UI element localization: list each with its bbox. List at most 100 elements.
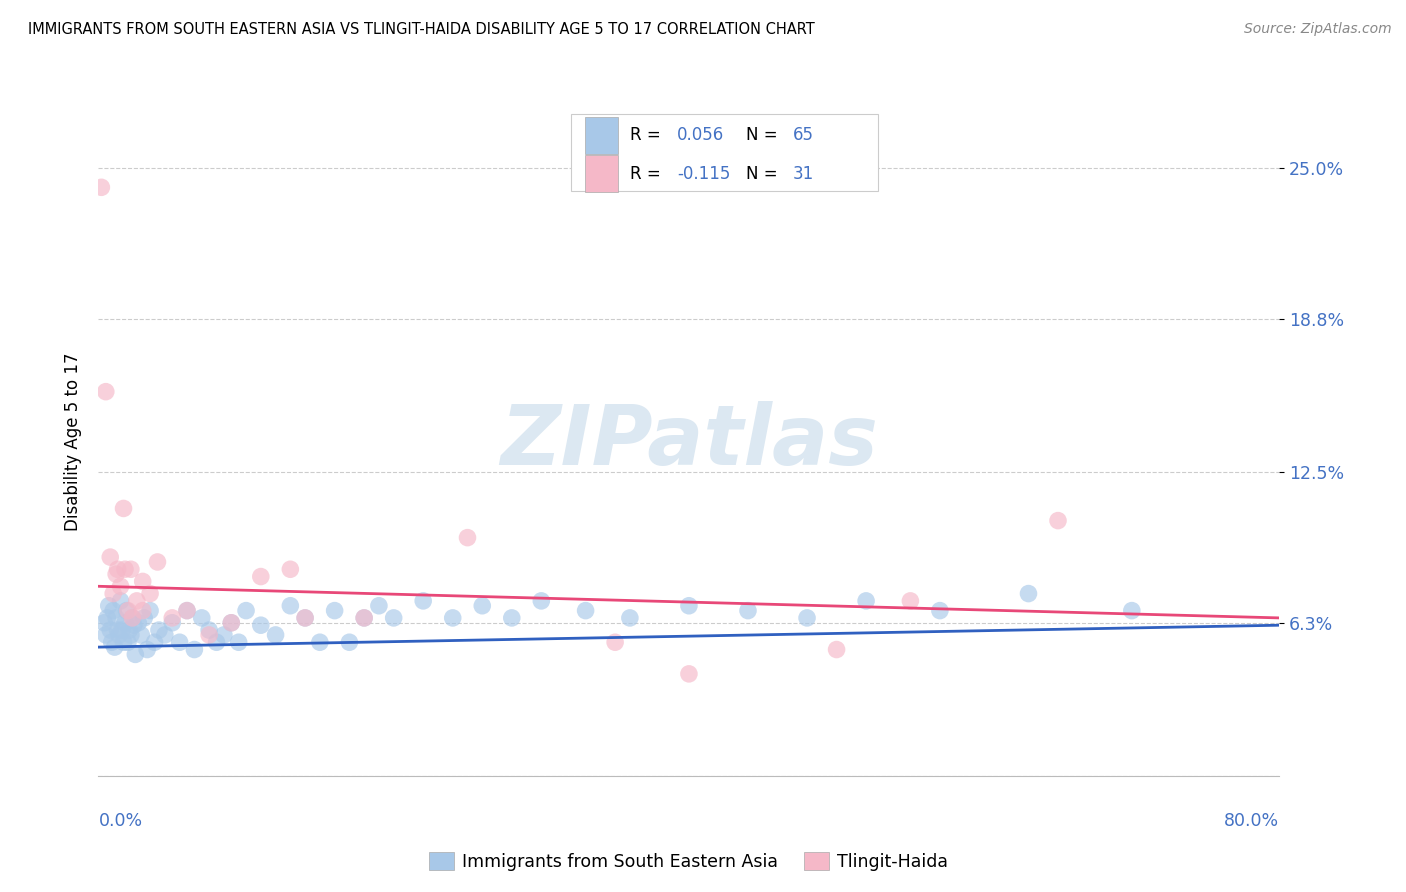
Point xyxy=(198,623,221,637)
Point xyxy=(235,604,257,618)
Point xyxy=(96,611,118,625)
Point xyxy=(118,623,141,637)
Point xyxy=(112,501,135,516)
Point xyxy=(456,531,478,545)
Point xyxy=(441,611,464,625)
Point xyxy=(900,594,922,608)
Point xyxy=(98,550,121,565)
Point xyxy=(127,615,149,630)
Bar xyxy=(571,114,877,191)
Point xyxy=(294,611,316,625)
Point xyxy=(471,599,494,613)
Point xyxy=(136,642,159,657)
Point xyxy=(337,635,360,649)
Point xyxy=(97,599,120,613)
Point xyxy=(114,615,136,630)
Y-axis label: Disability Age 5 to 17: Disability Age 5 to 17 xyxy=(63,352,82,531)
Point xyxy=(134,611,156,625)
Point xyxy=(169,635,191,649)
Text: IMMIGRANTS FROM SOUTH EASTERN ASIA VS TLINGIT-HAIDA DISABILITY AGE 5 TO 17 CORRE: IMMIGRANTS FROM SOUTH EASTERN ASIA VS TL… xyxy=(28,22,815,37)
Point xyxy=(115,604,138,618)
Point xyxy=(100,635,122,649)
Point xyxy=(678,599,700,613)
Point xyxy=(353,611,375,625)
Point xyxy=(124,648,146,662)
Point xyxy=(323,604,346,618)
Point xyxy=(205,635,228,649)
Point xyxy=(103,604,125,618)
Point xyxy=(146,555,169,569)
Text: 65: 65 xyxy=(793,127,814,145)
Point xyxy=(191,611,214,625)
Text: N =: N = xyxy=(745,127,778,145)
Point xyxy=(294,611,316,625)
Point xyxy=(107,562,129,576)
Point xyxy=(737,604,759,618)
Point xyxy=(825,642,848,657)
Point xyxy=(501,611,523,625)
Point xyxy=(176,604,198,618)
Point xyxy=(104,640,127,654)
Point xyxy=(530,594,553,608)
Point xyxy=(250,618,273,632)
Point xyxy=(117,604,139,618)
Point xyxy=(148,623,170,637)
Text: -0.115: -0.115 xyxy=(678,165,731,183)
Point xyxy=(111,623,134,637)
Point xyxy=(198,628,221,642)
Point xyxy=(368,599,391,613)
Text: R =: R = xyxy=(630,127,661,145)
Point xyxy=(1121,604,1143,618)
Point xyxy=(129,628,152,642)
Point xyxy=(278,599,302,613)
Point xyxy=(605,635,627,649)
Point xyxy=(105,567,128,582)
Point xyxy=(278,562,302,576)
Point xyxy=(143,635,166,649)
Point xyxy=(107,623,129,637)
Text: 0.0%: 0.0% xyxy=(98,812,142,830)
Point xyxy=(125,594,148,608)
Point xyxy=(90,180,112,194)
Point xyxy=(796,611,818,625)
Point xyxy=(121,611,143,625)
Point xyxy=(678,666,700,681)
Point xyxy=(855,594,877,608)
Point xyxy=(139,604,162,618)
Point xyxy=(93,615,115,630)
Point xyxy=(132,574,155,589)
Text: N =: N = xyxy=(745,165,778,183)
Point xyxy=(574,604,596,618)
Point xyxy=(219,615,243,630)
Point xyxy=(108,628,131,642)
Point xyxy=(120,628,142,642)
Text: Source: ZipAtlas.com: Source: ZipAtlas.com xyxy=(1244,22,1392,37)
Text: 31: 31 xyxy=(793,165,814,183)
Point xyxy=(382,611,405,625)
Point xyxy=(309,635,332,649)
Bar xyxy=(585,155,619,192)
Point xyxy=(117,635,139,649)
Point xyxy=(162,611,183,625)
Bar xyxy=(585,117,619,153)
Point xyxy=(139,586,162,600)
Point xyxy=(353,611,375,625)
Point xyxy=(98,623,121,637)
Point xyxy=(120,562,142,576)
Point xyxy=(110,579,132,593)
Point xyxy=(110,594,132,608)
Point xyxy=(112,635,135,649)
Point xyxy=(94,628,117,642)
Point xyxy=(219,615,243,630)
Point xyxy=(132,604,155,618)
Point xyxy=(122,618,145,632)
Point xyxy=(212,628,235,642)
Point xyxy=(183,642,205,657)
Point xyxy=(1017,586,1039,600)
Point xyxy=(264,628,287,642)
Point xyxy=(1046,514,1069,528)
Text: R =: R = xyxy=(630,165,661,183)
Point xyxy=(153,628,176,642)
Point xyxy=(619,611,641,625)
Point xyxy=(412,594,434,608)
